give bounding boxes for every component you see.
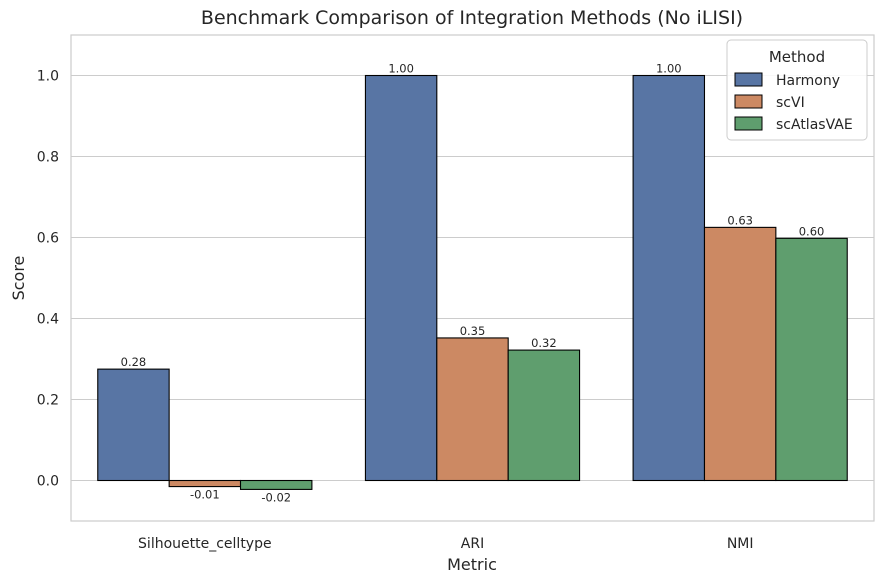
bar-harmony-silhouette_celltype [97,368,170,482]
bar-value-label: 0.28 [121,355,147,369]
legend-swatch-scatlasvae [734,116,763,131]
bar-value-label: -0.01 [190,488,220,502]
bar-scatlasvae-nmi [775,237,848,482]
legend-frame [726,39,868,141]
plot-area-frame [70,34,875,522]
legend-swatch-harmony [734,72,763,87]
bar-harmony-nmi [632,74,706,482]
bar-scatlasvae-ari [507,349,581,482]
y-tick-label: 0.0 [37,474,59,490]
y-axis-title: Score [9,256,28,301]
x-tick-label: ARI [461,536,484,552]
bar-value-label: 0.35 [460,324,486,338]
x-axis-title: Metric [447,555,497,574]
bar-value-label: 0.32 [531,336,557,350]
y-tick-label: 0.4 [37,312,59,328]
legend: Method Harmony scVI scAtlasVAE [726,39,868,141]
bar-value-label: 0.63 [727,213,753,227]
bar-value-label: -0.02 [261,490,291,504]
bar-value-label: 0.60 [799,224,825,238]
bar-scvi-silhouette_celltype [168,479,242,488]
bar-scvi-ari [436,337,509,482]
axes: 0.0 0.2 0.4 0.6 0.8 1.0 Silhouette_celltype ARI… [37,34,875,552]
y-tick-label: 0.2 [37,393,59,409]
bars [97,74,848,490]
bar-harmony-ari [364,74,438,482]
bar-value-label: 1.00 [388,62,414,76]
legend-swatch-scvi [734,94,763,109]
legend-label: scAtlasVAE [776,117,853,133]
legend-title: Method [769,48,825,66]
legend-items: Harmony scVI scAtlasVAE [734,72,853,133]
legend-label: scVI [776,95,805,111]
chart-title: Benchmark Comparison of Integration Meth… [201,7,743,29]
bar-scatlasvae-silhouette_celltype [239,479,313,490]
y-tick-label: 1.0 [37,69,59,85]
y-tick-label: 0.6 [37,231,59,247]
bar-value-label: 1.00 [656,62,682,76]
y-tick-label: 0.8 [37,150,59,166]
legend-label: Harmony [776,73,840,89]
x-tick-label: Silhouette_celltype [138,536,272,552]
x-tick-label: NMI [727,536,754,552]
bar-value-labels: 0.28 -0.01 -0.02 1.00 0.35 0.32 1.00 0.63 0.60 [121,62,825,505]
bar-scvi-nmi [703,226,777,482]
